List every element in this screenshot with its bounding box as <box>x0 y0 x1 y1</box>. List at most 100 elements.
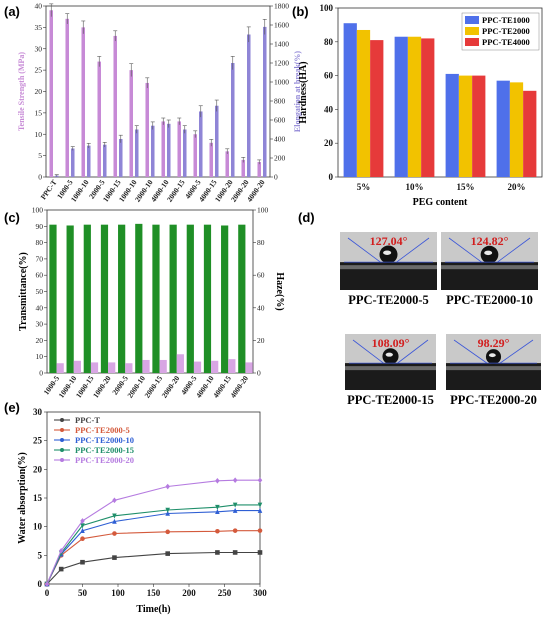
panel-a-bar-elong <box>263 26 267 178</box>
panel-e-point <box>215 528 220 534</box>
panel-a-bar-tensile <box>241 159 245 177</box>
panel-e-line-2 <box>46 510 260 585</box>
panel-a-ytick-label: 40 <box>35 2 43 11</box>
panel-c-ytick-label: 80 <box>36 238 44 247</box>
panel-a-bar-tensile <box>65 18 69 178</box>
panel-c-bar-haze <box>228 359 236 373</box>
panel-c-ylabel: Transmittance(%) <box>18 252 29 331</box>
panel-c-ytick-label: 90 <box>36 222 44 231</box>
tangent-line <box>448 237 482 263</box>
panel-c-y2tick-label: 100 <box>257 206 269 215</box>
contact-angle-value: 124.82° <box>471 234 509 248</box>
panel-a-bar-tensile <box>257 162 261 177</box>
panel-e-ytick-label: 0 <box>38 579 43 589</box>
panel-e-point <box>80 559 85 565</box>
panel-a-frame <box>45 5 271 178</box>
panel-e-point <box>165 483 170 490</box>
panel-c-bar-haze <box>108 362 116 373</box>
panel-b-chart: Hardness(HA) PEG content 0 20 40 60 80 100 5% 1… <box>298 3 543 208</box>
panel-a-bar-elong <box>167 123 171 177</box>
panel-e-point <box>44 581 50 587</box>
panel-e-point <box>232 550 238 555</box>
contact-angle-sample-label: PPC-TE2000-20 <box>450 393 537 407</box>
tangent-line <box>397 339 429 364</box>
panel-b-ytick-label: 100 <box>320 3 334 13</box>
panel-e-ytick-label: 5 <box>38 550 43 560</box>
panel-b-bar-0 <box>445 73 459 177</box>
panel-e-point <box>165 529 170 535</box>
tangent-line <box>499 339 534 364</box>
panel-e-point <box>257 550 263 555</box>
panel-a-y2tick-label: 1400 <box>274 40 289 49</box>
panel-e-chart: Water absorption(%) Time(h) 0 5 10 15 20 25 30… <box>17 407 267 615</box>
panel-b-ytick-label: 60 <box>324 71 334 81</box>
panel-c-y2label: Haze(%) <box>274 272 285 310</box>
panel-c-bar-trans <box>83 224 91 373</box>
tangent-line <box>453 339 488 364</box>
tangent-line <box>347 237 381 263</box>
panel-e-ytick-label: 30 <box>33 407 43 417</box>
contact-angle-reflection <box>340 265 437 270</box>
panel-e-point <box>232 502 238 508</box>
panel-b-ytick-label: 0 <box>329 172 334 182</box>
panel-b-legend-label: PPC-TE1000 <box>482 15 530 25</box>
panel-a-y2tick-label: 0 <box>274 173 278 182</box>
panel-a-bar-elong <box>71 148 75 177</box>
panel-a-bar-tensile <box>113 35 117 177</box>
panel-c-bar-trans <box>203 224 212 373</box>
panel-c-y2tick-label: 20 <box>257 336 265 345</box>
panel-e-legend-marker <box>60 438 64 442</box>
panel-label-b: (b) <box>292 4 309 19</box>
panel-c-ytick-label: 0 <box>39 369 43 378</box>
panel-b-xlabel: PEG content <box>413 197 468 208</box>
panel-e-point <box>257 502 263 508</box>
panel-a-ytick-label: 5 <box>38 151 42 160</box>
panel-a-chart: Tensile Strength (MPa) Elongation at bre… <box>17 2 302 204</box>
contact-angle-reflection <box>441 265 538 270</box>
panel-a-bar-tensile <box>49 10 53 178</box>
panel-b-bar-1 <box>407 36 422 178</box>
panel-c-bar-trans <box>169 224 177 373</box>
panel-b-bar-0 <box>343 23 357 178</box>
panel-c-bar-trans <box>152 224 160 373</box>
panel-b-xtick-label: 20% <box>508 182 526 192</box>
panel-b-bar-2 <box>421 38 435 177</box>
panel-label-a: (a) <box>4 4 20 19</box>
panel-e-line-4 <box>46 479 260 585</box>
panel-e-point <box>80 523 85 529</box>
panel-e-point <box>232 477 238 484</box>
contact-angle-cell: 127.04° PPC-TE2000-5 <box>340 232 437 307</box>
panel-e-point <box>232 507 238 513</box>
panel-a-y2tick-label: 400 <box>274 135 286 144</box>
contact-angle-cell: 124.82° PPC-TE2000-10 <box>441 232 538 307</box>
contact-angle-sample-label: PPC-TE2000-5 <box>348 293 429 307</box>
panel-c-xtick-label: 4000-20 <box>228 374 250 400</box>
panel-d-contact-angles: 127.04°PPC-TE2000-5124.82°PPC-TE2000-101… <box>340 232 541 407</box>
contact-angle-cell: 108.09° PPC-TE2000-15 <box>345 334 436 407</box>
panel-a-bar-elong <box>247 34 251 177</box>
panel-e-ytick-label: 25 <box>33 436 43 446</box>
panel-a-bar-tensile <box>209 142 213 177</box>
panel-b-legend-swatch <box>465 16 479 24</box>
droplet-highlight <box>484 250 493 256</box>
panel-a-ytick-label: 25 <box>35 66 43 75</box>
panel-e-point <box>215 504 220 510</box>
panel-e-ytick-label: 15 <box>33 493 43 503</box>
panel-c-y2tick-label: 0 <box>257 369 261 378</box>
panel-e-point <box>112 513 117 519</box>
panel-c-bar-haze <box>90 362 99 373</box>
panel-e-legend-label: PPC-T <box>75 415 100 425</box>
contact-angle-reflection <box>345 366 436 371</box>
panel-a-bar-elong <box>135 129 139 177</box>
panel-e-legend-label: PPC-TE2000-5 <box>75 425 130 435</box>
panel-a-bar-tensile <box>81 27 85 177</box>
panel-c-bar-trans <box>186 224 194 373</box>
panel-a-y2tick-label: 1800 <box>274 2 289 11</box>
panel-c-y2tick-label: 60 <box>257 271 265 280</box>
panel-a-bar-elong <box>199 111 203 177</box>
panel-e-point <box>257 477 263 484</box>
panel-e-xtick-label: 200 <box>182 588 196 598</box>
panel-e-point <box>80 518 85 524</box>
panel-b-legend-swatch <box>465 38 479 46</box>
panel-a-bar-elong <box>103 144 107 177</box>
